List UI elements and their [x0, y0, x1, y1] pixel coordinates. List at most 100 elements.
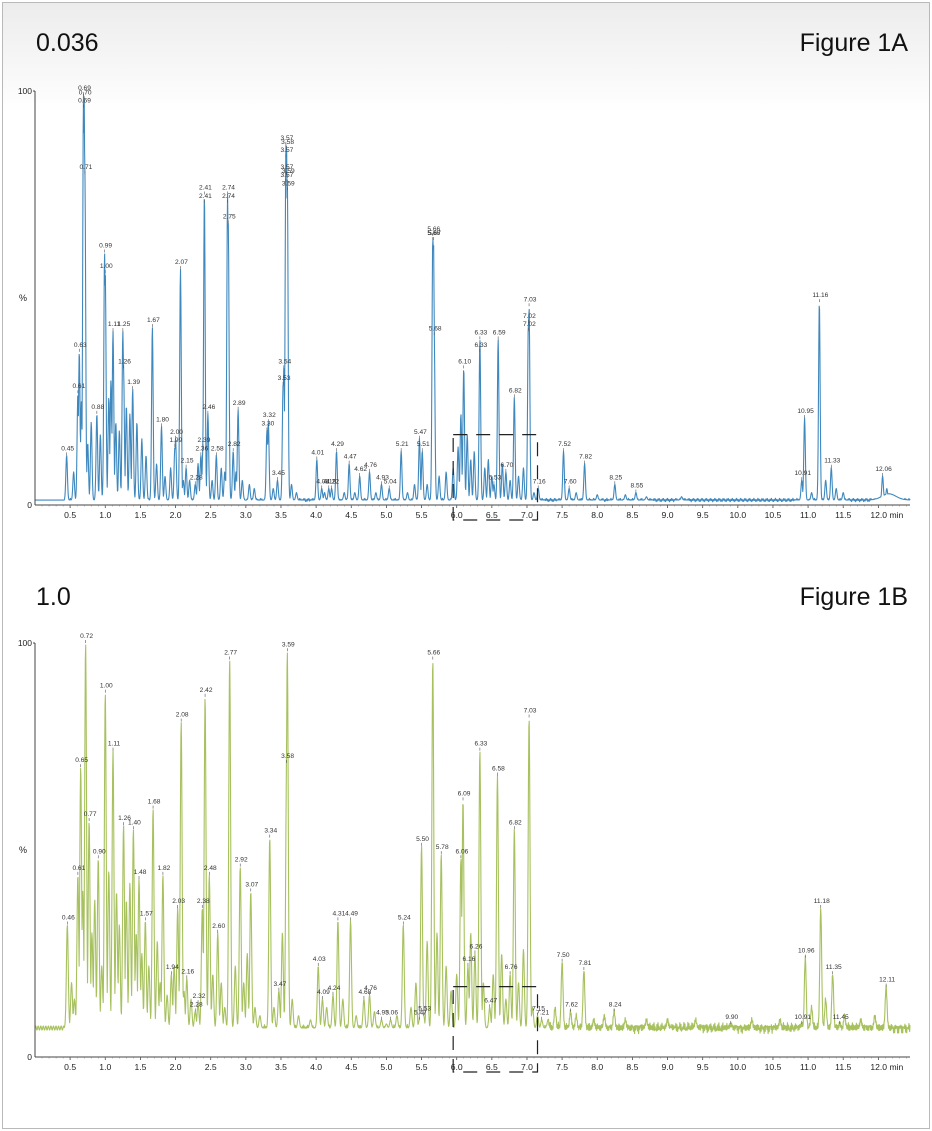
- peak-label: 6.59: [493, 329, 506, 336]
- x-tick-label: 9.5: [697, 510, 709, 520]
- peak-label: 7.15: [532, 1006, 545, 1013]
- peak-label: 3.47: [273, 981, 286, 988]
- peak-label: 9.90: [725, 1014, 738, 1021]
- x-tick-label: 4.0: [310, 510, 322, 520]
- peak-label: 1.94: [166, 964, 179, 971]
- peak-label: 3.59: [282, 168, 295, 175]
- peak-label: 5.47: [414, 1010, 427, 1017]
- x-tick-label: 7.0: [521, 510, 533, 520]
- peak-label: 5.53: [418, 1006, 431, 1013]
- peak-label: 11.16: [812, 292, 828, 299]
- x-tick-label: 8.5: [626, 1062, 638, 1072]
- x-tick-label: 11.0: [800, 1062, 816, 1072]
- peak-label: 1.00: [100, 263, 113, 270]
- peak-label: 7.02: [523, 321, 536, 328]
- peak-label: 5.06: [385, 1010, 398, 1017]
- peak-label: 10.91: [795, 470, 812, 477]
- y-tick-label: 100: [18, 638, 32, 648]
- peak-label: 3.58: [281, 139, 294, 146]
- peak-label: 8.24: [609, 1001, 622, 1008]
- peak-label: 5.24: [398, 915, 411, 922]
- peak-label: 1.68: [148, 799, 161, 806]
- peak-label: 10.95: [797, 408, 814, 415]
- peak-label: 5.68: [429, 325, 442, 332]
- peak-label: 0.90: [93, 848, 106, 855]
- peak-label: 2.46: [202, 404, 215, 411]
- peak-label: 4.93: [376, 474, 389, 481]
- peak-label: 4.03: [313, 956, 326, 963]
- peak-label: 6.82: [509, 387, 522, 394]
- peak-label: 5.66: [427, 230, 440, 237]
- peak-label: 2.74: [222, 193, 235, 200]
- peak-label: 2.92: [235, 857, 248, 864]
- peak-label: 4.29: [331, 441, 344, 448]
- peak-label: 0.69: [78, 98, 91, 105]
- peak-label: 5.51: [417, 441, 430, 448]
- peak-label: 4.49: [345, 910, 358, 917]
- peak-label: 11.33: [824, 458, 840, 465]
- peak-label: 2.08: [176, 712, 189, 719]
- peak-label: 4.01: [311, 449, 324, 456]
- peak-label: 1.48: [134, 869, 147, 876]
- peak-label: 4.76: [364, 985, 377, 992]
- x-tick-label: 6.0: [451, 1062, 463, 1072]
- x-tick-label: 11.5: [835, 1062, 851, 1072]
- peak-label: 11.45: [833, 1014, 849, 1021]
- x-tick-label: 11.5: [835, 510, 851, 520]
- peak-label: 5.67: [428, 230, 441, 237]
- x-tick-label: 5.0: [380, 510, 392, 520]
- x-tick-label: 2.0: [170, 510, 182, 520]
- peak-label: 7.82: [579, 454, 592, 461]
- peak-label: 1.11: [108, 321, 121, 328]
- x-tick-label: 3.5: [275, 510, 287, 520]
- x-tick-label: 1.5: [134, 510, 146, 520]
- chromatogram-trace: [34, 644, 911, 1035]
- peak-label: 5.50: [416, 836, 429, 843]
- x-tick-label: 1.0: [99, 1062, 111, 1072]
- peak-label: 4.93: [376, 1010, 389, 1017]
- peak-label: 2.41: [199, 185, 212, 192]
- peak-label: 6.16: [463, 956, 476, 963]
- peak-label: 3.54: [278, 358, 291, 365]
- peak-label: 2.75: [223, 213, 236, 220]
- peak-label: 10.96: [798, 948, 815, 955]
- peak-label: 6.33: [474, 741, 487, 748]
- x-tick-label: 3.0: [240, 510, 252, 520]
- x-tick-label: 10.5: [765, 1062, 782, 1072]
- peak-label: 6.53: [489, 474, 502, 481]
- peak-label: 12.06: [875, 466, 892, 473]
- peak-label: 7.03: [524, 296, 537, 303]
- peak-label: 2.77: [224, 650, 237, 657]
- x-tick-label: 11.0: [800, 510, 816, 520]
- peak-label: 2.89: [233, 400, 246, 407]
- peak-label: 7.50: [557, 952, 570, 959]
- chromatogram-panel-b: 0.460.610.650.720.770.901.001.111.261.40…: [18, 633, 911, 1073]
- peak-label: 1.57: [140, 910, 153, 917]
- peak-label: 2.82: [228, 441, 241, 448]
- x-tick-label: 12.0 min: [870, 510, 903, 520]
- peak-label: 2.74: [222, 185, 235, 192]
- peak-label: 2.07: [175, 259, 188, 266]
- peak-label: 3.57: [280, 135, 293, 142]
- peak-label: 3.58: [281, 753, 294, 760]
- peak-label: 0.70: [79, 89, 92, 96]
- chromatogram-panel-a: 0.450.610.630.690.690.700.710.880.991.00…: [18, 85, 911, 521]
- peak-label: 4.47: [344, 454, 357, 461]
- peak-label: 5.78: [436, 844, 449, 851]
- peak-label: 4.24: [328, 985, 341, 992]
- peak-label: 1.80: [156, 416, 169, 423]
- peak-label: 2.42: [200, 687, 213, 694]
- peak-label: 8.55: [630, 483, 643, 490]
- peak-label: 0.45: [61, 445, 74, 452]
- peak-label: 2.16: [181, 968, 194, 975]
- x-tick-label: 9.0: [662, 510, 674, 520]
- peak-label: 3.30: [262, 420, 275, 427]
- x-tick-label: 9.0: [662, 1062, 674, 1072]
- panel-b-figure-label: Figure 1B: [800, 583, 908, 611]
- x-tick-label: 7.0: [521, 1062, 533, 1072]
- peak-label: 10.91: [795, 1014, 812, 1021]
- peak-label: 1.82: [157, 865, 170, 872]
- x-tick-label: 6.5: [486, 510, 498, 520]
- x-tick-label: 6.5: [486, 1062, 498, 1072]
